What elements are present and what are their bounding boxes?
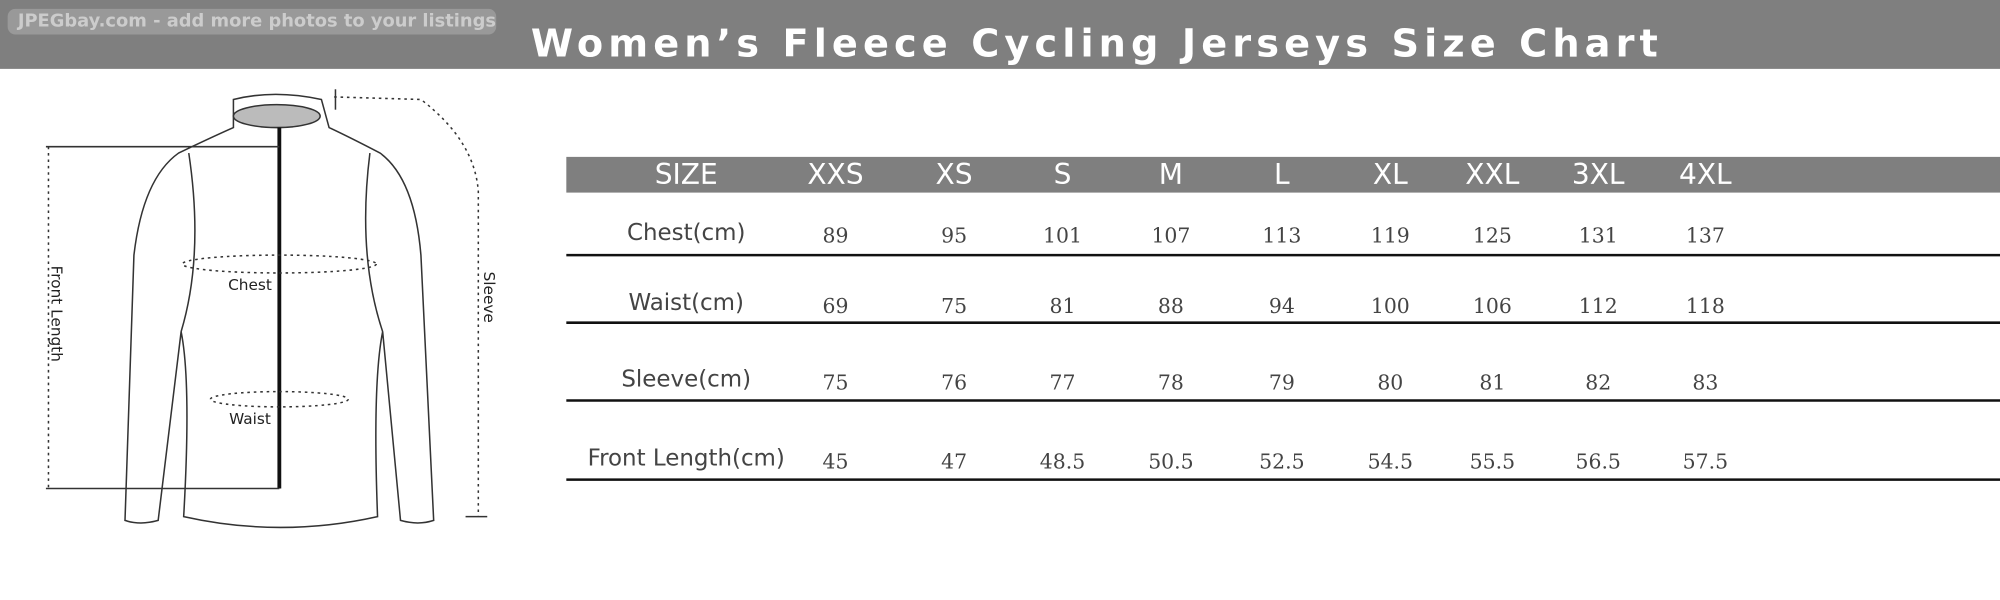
value-cell: 79 <box>1269 370 1295 394</box>
value-cell: 57.5 <box>1683 450 1728 474</box>
jacket-diagram <box>45 89 488 529</box>
value-cell: 119 <box>1371 224 1410 248</box>
value-cell: 112 <box>1579 294 1618 318</box>
value-cell: 101 <box>1043 224 1082 248</box>
value-cell: 88 <box>1158 294 1184 318</box>
header-cell: L <box>1274 158 1290 191</box>
value-cell: 56.5 <box>1576 450 1621 474</box>
header-cell: XL <box>1373 158 1408 191</box>
value-cell: 78 <box>1158 370 1184 394</box>
row-label: Sleeve(cm) <box>621 367 751 393</box>
value-cell: 107 <box>1151 224 1190 248</box>
value-cell: 113 <box>1262 224 1301 248</box>
row-label: Front Length(cm) <box>588 446 785 472</box>
value-cell: 45 <box>822 450 848 474</box>
value-cell: 83 <box>1692 370 1718 394</box>
header-cell: M <box>1159 158 1183 191</box>
header-cell: XXS <box>807 158 863 191</box>
value-cell: 94 <box>1269 294 1295 318</box>
value-cell: 52.5 <box>1259 450 1304 474</box>
row-label: Waist(cm) <box>629 290 744 316</box>
header-cell: S <box>1054 158 1072 191</box>
value-cell: 82 <box>1585 370 1611 394</box>
title: Women’s Fleece Cycling Jerseys Size Char… <box>531 21 1663 66</box>
value-cell: 125 <box>1473 224 1512 248</box>
front-length-label: Front Length <box>48 266 66 362</box>
value-cell: 89 <box>822 224 848 248</box>
value-cell: 131 <box>1579 224 1618 248</box>
size-table: SIZE XXS XS S M L XL XXL 3XL 4XL Chest(cm) 89 95 101 1… <box>566 158 2000 481</box>
value-cell: 55.5 <box>1470 450 1515 474</box>
value-cell: 80 <box>1377 370 1403 394</box>
value-cell: 118 <box>1686 294 1725 318</box>
value-cell: 137 <box>1686 224 1725 248</box>
header-cell: XXL <box>1465 158 1519 191</box>
value-cell: 106 <box>1473 294 1512 318</box>
row-label: Chest(cm) <box>627 220 745 246</box>
value-cell: 81 <box>1479 370 1505 394</box>
value-cell: 50.5 <box>1148 450 1193 474</box>
sleeve-label: Sleeve <box>480 272 498 323</box>
value-cell: 100 <box>1371 294 1410 318</box>
table-header-bar <box>566 156 2000 193</box>
waist-label: Waist <box>229 410 271 428</box>
value-cell: 75 <box>822 370 848 394</box>
watermark: JPEGbay.com - add more photos to your li… <box>17 11 496 32</box>
header-cell: 4XL <box>1679 158 1732 191</box>
watermark-box <box>7 8 497 35</box>
header-cell: 3XL <box>1572 158 1625 191</box>
value-cell: 77 <box>1050 370 1076 394</box>
value-cell: 69 <box>822 294 848 318</box>
chest-label: Chest <box>228 276 272 294</box>
value-cell: 47 <box>941 450 967 474</box>
value-cell: 48.5 <box>1040 450 1085 474</box>
value-cell: 81 <box>1050 294 1076 318</box>
value-cell: 75 <box>941 294 967 318</box>
header-cell: XS <box>936 158 973 191</box>
header-cell: SIZE <box>655 158 718 191</box>
value-cell: 54.5 <box>1368 450 1413 474</box>
value-cell: 76 <box>941 370 967 394</box>
value-cell: 95 <box>941 224 967 248</box>
